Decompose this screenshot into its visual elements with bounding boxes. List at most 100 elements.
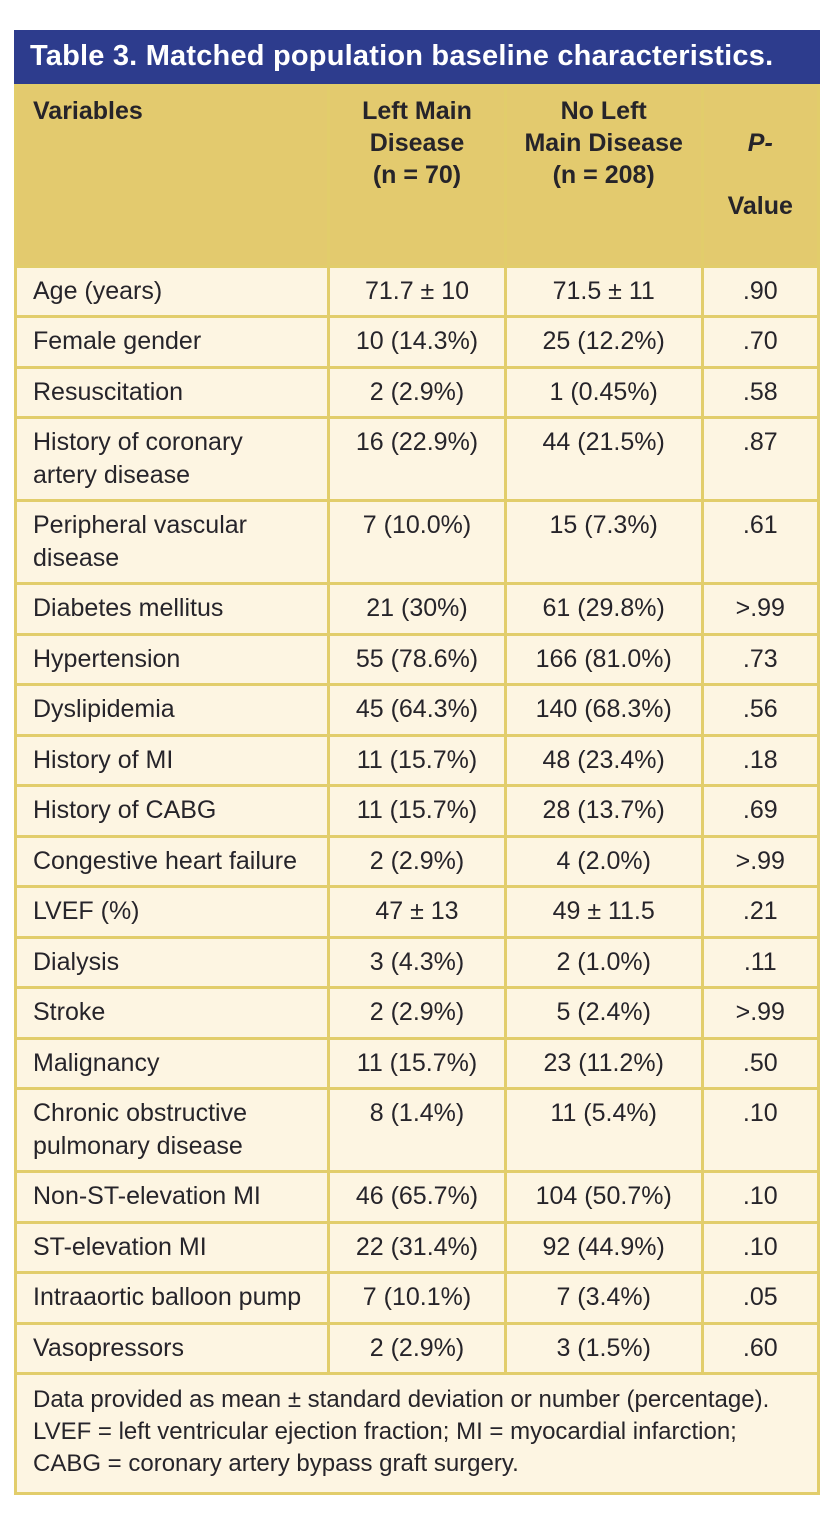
table-row: Age (years) 71.7 ± 10 71.5 ± 11.90 [13, 264, 821, 319]
cell-left-main: 11 (15.7%) [327, 733, 507, 788]
cell-no-left-main: 48 (23.4%) [503, 733, 704, 788]
cell-left-main: 55 (78.6%) [327, 632, 507, 687]
table-row: Resuscitation 2 (2.9%) 1 (0.45%) .58 [13, 365, 821, 420]
table-title-bar: Table 3. Matched population baseline cha… [14, 30, 820, 84]
header-p-value: P- Value [700, 84, 821, 268]
cell-left-main: 2 (2.9%) [327, 365, 507, 420]
cell-no-left-main: 92 (44.9%) [503, 1220, 704, 1275]
cell-variable: Resuscitation [13, 365, 331, 420]
cell-p-value: .10 [700, 1220, 821, 1275]
cell-left-main: 16 (22.9%) [327, 416, 507, 503]
table-body: Age (years) 71.7 ± 10 71.5 ± 11.90 Female g… [13, 264, 821, 1376]
cell-p-value: .69 [700, 784, 821, 838]
header-variables: Variables [13, 84, 331, 268]
cell-variable: Congestive heart failure [13, 834, 331, 889]
cell-p-value: .50 [700, 1036, 821, 1091]
baseline-characteristics-table: Variables Left Main Disease (n = 70) No … [13, 84, 821, 1495]
table-row: History of coronary artery disease 16 (22… [13, 416, 821, 503]
table-row: Stroke 2 (2.9%) 5 (2.4%) >.99 [13, 986, 821, 1040]
cell-no-left-main: 5 (2.4%) [503, 986, 704, 1040]
cell-p-value: >.99 [700, 986, 821, 1040]
header-left-main-disease: Left Main Disease (n = 70) [327, 84, 507, 268]
cell-variable: Intraaortic balloon pump [13, 1271, 331, 1325]
cell-no-left-main: 7 (3.4%) [503, 1271, 704, 1325]
cell-variable: Stroke [13, 986, 331, 1040]
table-footer: Data provided as mean ± standard deviati… [14, 1372, 820, 1495]
cell-left-main: 3 (4.3%) [327, 935, 507, 990]
footnote-row: Data provided as mean ± standard deviati… [14, 1372, 820, 1495]
cell-variable: Peripheral vascular disease [13, 499, 331, 586]
cell-variable: Diabetes mellitus [13, 582, 331, 636]
cell-left-main: 7 (10.1%) [327, 1271, 507, 1325]
cell-p-value: .58 [700, 365, 821, 420]
table-row: Female gender 10 (14.3%) 25 (12.2%) .70 [13, 315, 821, 369]
cell-no-left-main: 15 (7.3%) [503, 499, 704, 586]
cell-left-main: 22 (31.4%) [327, 1220, 507, 1275]
table-footnote: Data provided as mean ± standard deviati… [14, 1372, 820, 1495]
cell-left-main: 11 (15.7%) [327, 784, 507, 838]
cell-variable: Female gender [13, 315, 331, 369]
table-row: Chronic obstructive pulmonary disease 8 (… [13, 1087, 821, 1174]
cell-left-main: 47 ± 13 [327, 885, 507, 939]
table-row: Dialysis 3 (4.3%) 2 (1.0%) .11 [13, 935, 821, 990]
cell-left-main: 45 (64.3%) [327, 683, 507, 737]
cell-p-value: .10 [700, 1087, 821, 1174]
header-p-value-line2: Value [727, 192, 793, 221]
cell-variable: Dialysis [13, 935, 331, 990]
cell-p-value: .70 [700, 315, 821, 369]
table-title: Table 3. Matched population baseline cha… [30, 40, 774, 72]
cell-no-left-main: 44 (21.5%) [503, 416, 704, 503]
cell-p-value: .73 [700, 632, 821, 687]
cell-p-value: .10 [700, 1170, 821, 1224]
cell-left-main: 10 (14.3%) [327, 315, 507, 369]
cell-p-value: .56 [700, 683, 821, 737]
cell-variable: History of CABG [13, 784, 331, 838]
cell-p-value: >.99 [700, 582, 821, 636]
cell-no-left-main: 11 (5.4%) [503, 1087, 704, 1174]
cell-variable: Age (years) [13, 264, 331, 319]
table-row: Non-ST-elevation MI 46 (65.7%) 104 (50.7%)… [13, 1170, 821, 1224]
table-row: ST-elevation MI 22 (31.4%) 92 (44.9%) .10 [13, 1220, 821, 1275]
cell-no-left-main: 28 (13.7%) [503, 784, 704, 838]
cell-variable: Chronic obstructive pulmonary disease [13, 1087, 331, 1174]
cell-p-value: .61 [700, 499, 821, 586]
cell-variable: ST-elevation MI [13, 1220, 331, 1275]
cell-variable: Hypertension [13, 632, 331, 687]
table-row: Dyslipidemia 45 (64.3%) 140 (68.3%) .56 [13, 683, 821, 737]
table-row: Congestive heart failure 2 (2.9%) 4 (2.0%)… [13, 834, 821, 889]
cell-no-left-main: 71.5 ± 11 [503, 264, 704, 319]
cell-left-main: 8 (1.4%) [327, 1087, 507, 1174]
header-row: Variables Left Main Disease (n = 70) No … [13, 84, 821, 268]
cell-no-left-main: 4 (2.0%) [503, 834, 704, 889]
table-row: Diabetes mellitus 21 (30%) 61 (29.8%) >.99 [13, 582, 821, 636]
table-row: Hypertension 55 (78.6%) 166 (81.0%) .73 [13, 632, 821, 687]
cell-variable: Non-ST-elevation MI [13, 1170, 331, 1224]
cell-variable: History of MI [13, 733, 331, 788]
cell-p-value: .05 [700, 1271, 821, 1325]
cell-no-left-main: 3 (1.5%) [503, 1321, 704, 1376]
cell-variable: Dyslipidemia [13, 683, 331, 737]
cell-no-left-main: 140 (68.3%) [503, 683, 704, 737]
table-row: Vasopressors 2 (2.9%) 3 (1.5%) .60 [13, 1321, 821, 1376]
table-row: LVEF (%) 47 ± 13 49 ± 11.5.21 [13, 885, 821, 939]
cell-p-value: .87 [700, 416, 821, 503]
cell-variable: LVEF (%) [13, 885, 331, 939]
cell-left-main: 2 (2.9%) [327, 1321, 507, 1376]
cell-left-main: 11 (15.7%) [327, 1036, 507, 1091]
cell-variable: History of coronary artery disease [13, 416, 331, 503]
cell-p-value: .18 [700, 733, 821, 788]
cell-left-main: 21 (30%) [327, 582, 507, 636]
cell-left-main: 2 (2.9%) [327, 986, 507, 1040]
cell-no-left-main: 25 (12.2%) [503, 315, 704, 369]
cell-left-main: 2 (2.9%) [327, 834, 507, 889]
header-no-left-main-disease: No Left Main Disease (n = 208) [503, 84, 704, 268]
cell-left-main: 7 (10.0%) [327, 499, 507, 586]
cell-variable: Vasopressors [13, 1321, 331, 1376]
table-row: History of MI 11 (15.7%) 48 (23.4%) .18 [13, 733, 821, 788]
cell-no-left-main: 23 (11.2%) [503, 1036, 704, 1091]
cell-p-value: >.99 [700, 834, 821, 889]
cell-p-value: .11 [700, 935, 821, 990]
cell-no-left-main: 61 (29.8%) [503, 582, 704, 636]
table-row: Malignancy 11 (15.7%) 23 (11.2%) .50 [13, 1036, 821, 1091]
